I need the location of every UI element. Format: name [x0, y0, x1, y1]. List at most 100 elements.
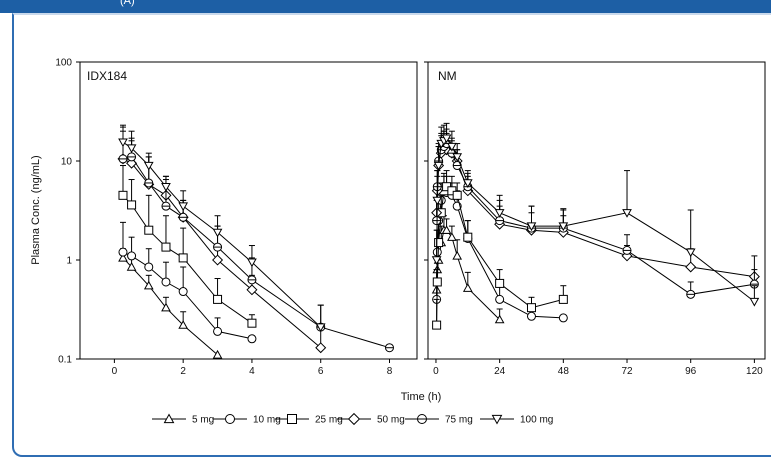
data-point	[494, 314, 505, 324]
x-axis-label: Time (h)	[401, 391, 442, 403]
x-tick-label: 0	[433, 366, 439, 377]
data-point	[247, 258, 257, 268]
data-point	[621, 250, 633, 262]
data-point	[161, 183, 171, 192]
series-line	[122, 141, 322, 328]
data-point	[118, 138, 128, 148]
y-tick-label: 100	[55, 58, 72, 69]
panel-0-series	[117, 124, 394, 359]
series-group	[117, 122, 760, 359]
data-point	[212, 254, 224, 266]
data-point	[434, 238, 444, 248]
data-point	[558, 313, 568, 323]
x-tick-label: 48	[558, 366, 570, 377]
data-point	[246, 284, 258, 296]
x-tick-label: 120	[746, 366, 763, 377]
data-point	[127, 152, 137, 162]
data-point	[463, 232, 473, 242]
data-point	[431, 256, 442, 266]
data-point	[452, 190, 462, 200]
legend-label: 50 mg	[377, 415, 405, 426]
data-point	[452, 250, 463, 260]
data-point	[178, 202, 189, 212]
y-tick-label: 10	[61, 157, 73, 168]
x-tick-label: 0	[112, 366, 118, 377]
plot-area-idx184	[79, 61, 418, 360]
data-point	[127, 200, 137, 210]
data-point	[213, 242, 223, 252]
data-point	[441, 225, 452, 234]
data-point	[315, 323, 326, 333]
data-point	[622, 245, 632, 255]
series-0	[118, 248, 223, 359]
data-point	[558, 294, 568, 304]
x-tick-label: 72	[621, 366, 633, 377]
data-point	[432, 320, 442, 330]
data-point	[126, 261, 137, 271]
data-point	[526, 222, 537, 232]
data-point	[118, 154, 128, 164]
plot-area-nm	[427, 61, 766, 360]
data-point	[126, 144, 137, 154]
data-point	[161, 242, 171, 252]
legend-marker	[491, 414, 503, 425]
legend-label: 75 mg	[445, 415, 473, 426]
series-line	[122, 158, 322, 349]
data-point	[144, 225, 154, 235]
data-point	[144, 262, 154, 272]
legend: 5 mg 10 mg 25 mg 50 mg 75 mg 100 mg	[152, 412, 553, 426]
data-point	[433, 161, 444, 171]
y-tick-label: 0.1	[58, 355, 72, 366]
data-point	[622, 209, 632, 218]
data-point	[447, 232, 457, 241]
banner: (A)	[0, 0, 771, 13]
data-point	[686, 289, 696, 299]
series-5	[431, 122, 760, 307]
data-point	[447, 142, 457, 152]
x-tick-label: 8	[387, 366, 393, 377]
data-point	[143, 161, 154, 171]
data-point	[558, 222, 569, 232]
data-point	[118, 190, 128, 200]
data-point	[685, 261, 697, 273]
legend-marker	[163, 413, 175, 424]
data-point	[161, 277, 171, 287]
legend-label: 100 mg	[520, 415, 553, 426]
data-point	[432, 247, 442, 257]
data-point	[441, 134, 452, 144]
data-point	[495, 216, 505, 226]
data-point	[161, 201, 171, 211]
data-point	[213, 294, 223, 304]
data-point	[118, 247, 128, 257]
legend-marker	[347, 412, 361, 426]
data-point	[447, 186, 457, 196]
data-point	[685, 248, 696, 258]
series-2	[118, 165, 257, 328]
panel-1-series	[431, 122, 760, 330]
data-point	[452, 153, 463, 162]
y-axis-label: Plasma Conc. (ng/mL)	[30, 155, 42, 264]
data-point	[432, 196, 443, 206]
series-1	[118, 221, 257, 344]
legend-label: 25 mg	[315, 415, 343, 426]
data-point	[462, 179, 473, 188]
data-point	[178, 287, 188, 297]
data-point	[526, 311, 536, 321]
data-point	[144, 178, 154, 188]
data-point	[143, 280, 154, 290]
panel-title-nm: NM	[438, 69, 457, 83]
data-point	[178, 320, 189, 329]
data-point	[247, 334, 257, 344]
series-5	[118, 124, 326, 333]
legend-label: 10 mg	[253, 415, 281, 426]
data-point	[178, 212, 188, 222]
data-point	[749, 297, 760, 307]
data-point	[127, 251, 137, 261]
legend-marker	[287, 414, 297, 424]
banner-text: (A)	[120, 0, 135, 7]
data-point	[178, 253, 188, 263]
x-tick-label: 6	[318, 366, 324, 377]
legend-marker	[225, 414, 235, 424]
